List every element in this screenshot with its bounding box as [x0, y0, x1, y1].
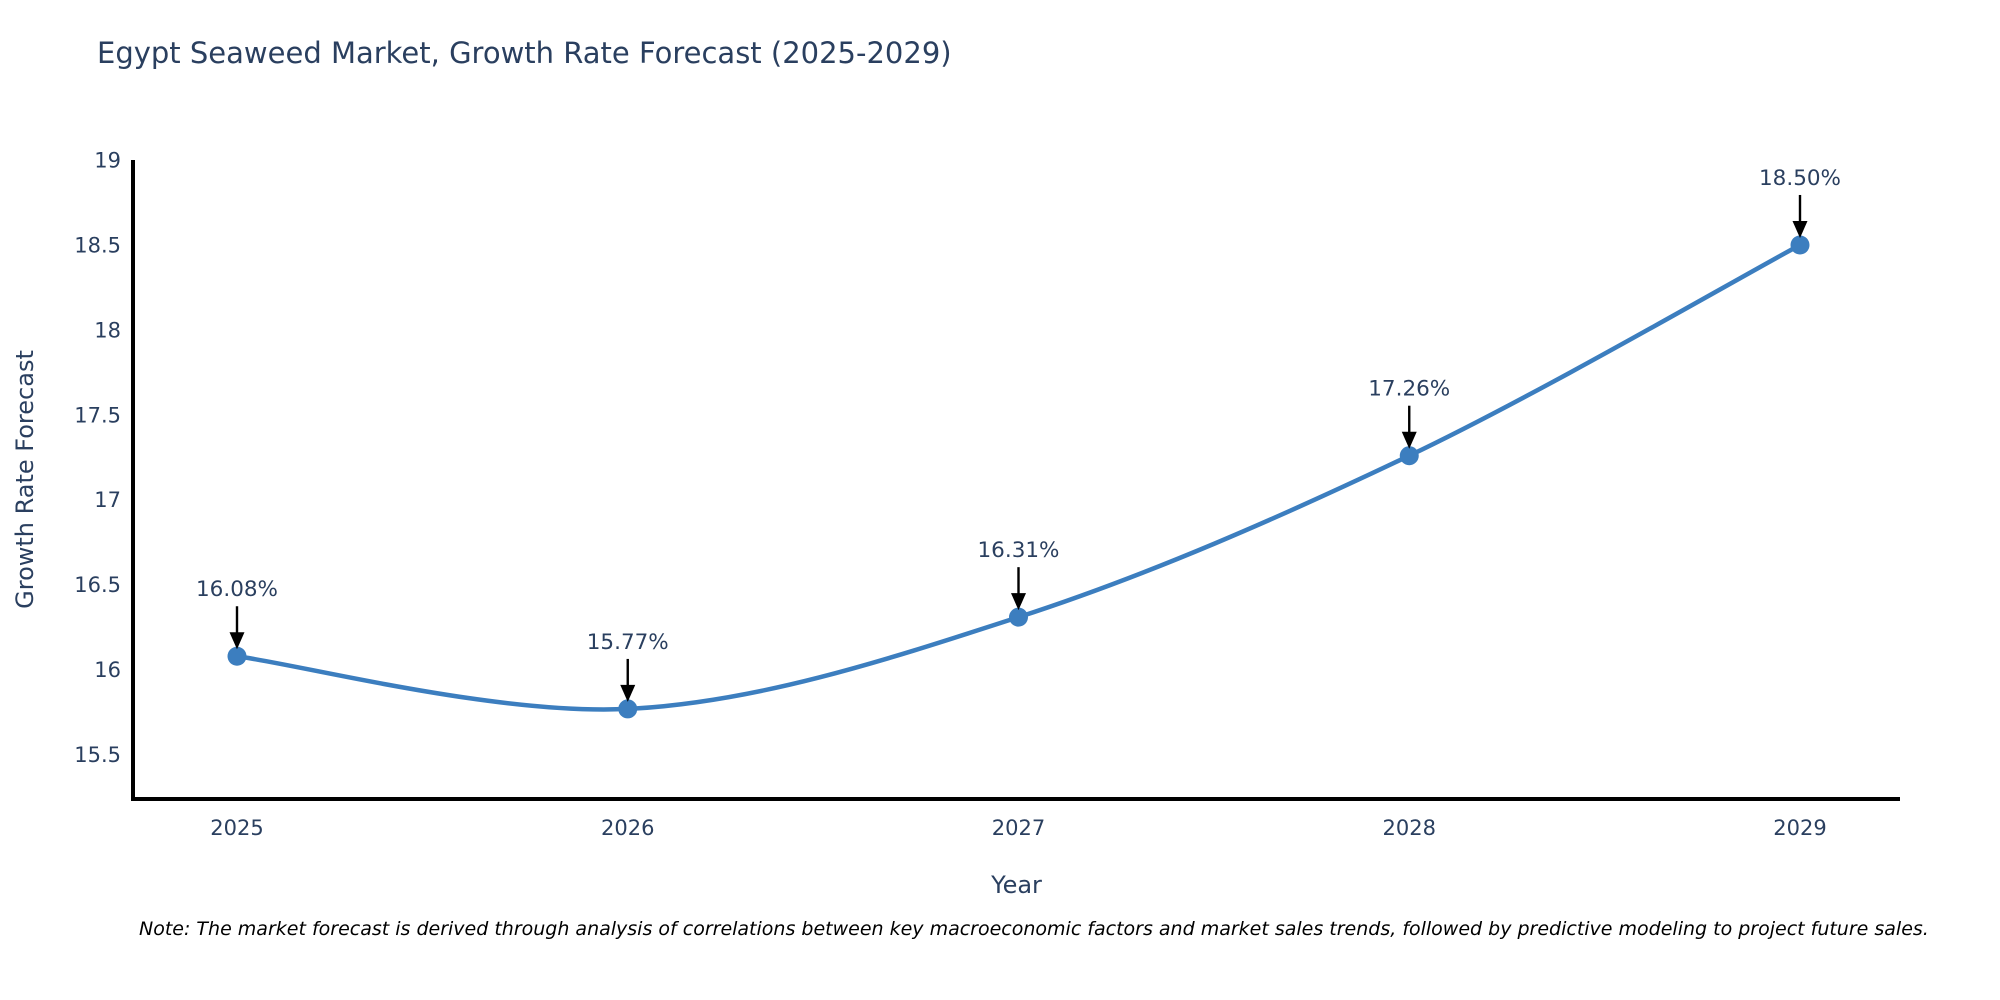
- x-tick-label: 2028: [1383, 816, 1436, 840]
- data-point-marker[interactable]: [618, 699, 638, 719]
- x-axis-title: Year: [990, 871, 1042, 899]
- footnote: Note: The market forecast is derived thr…: [139, 918, 1929, 940]
- y-tick-label: 17.5: [74, 403, 121, 427]
- data-point-label: 16.08%: [196, 577, 278, 602]
- annotation-arrowhead-icon: [620, 684, 636, 702]
- y-tick-label: 18.5: [74, 233, 121, 257]
- data-point-marker[interactable]: [1399, 446, 1419, 466]
- data-point-label: 17.26%: [1368, 377, 1450, 402]
- annotation-arrowhead-icon: [229, 632, 245, 650]
- y-tick-label: 15.5: [74, 743, 121, 767]
- chart-title: Egypt Seaweed Market, Growth Rate Foreca…: [97, 36, 952, 70]
- annotation-arrowhead-icon: [1011, 593, 1026, 611]
- data-point-label: 18.50%: [1759, 166, 1841, 191]
- data-point-marker[interactable]: [1009, 607, 1028, 627]
- x-tick-label: 2029: [1773, 816, 1826, 840]
- y-axis-title: Growth Rate Forecast: [11, 350, 39, 609]
- y-tick-label: 17: [94, 488, 121, 512]
- y-tick-label: 16: [94, 658, 121, 682]
- data-point-label: 15.77%: [587, 630, 669, 655]
- x-tick-label: 2026: [601, 816, 654, 840]
- y-tick-label: 16.5: [74, 573, 121, 597]
- data-point-marker[interactable]: [1790, 235, 1810, 255]
- data-point-marker[interactable]: [227, 646, 247, 666]
- annotation-arrowhead-icon: [1401, 431, 1417, 449]
- annotation-arrowhead-icon: [1792, 220, 1808, 238]
- y-tick-label: 19: [94, 148, 121, 172]
- data-point-label: 16.31%: [978, 538, 1060, 563]
- x-tick-label: 2027: [992, 816, 1045, 840]
- x-tick-label: 2025: [210, 816, 263, 840]
- y-tick-label: 18: [94, 318, 121, 342]
- trend-line: [234, 242, 1803, 712]
